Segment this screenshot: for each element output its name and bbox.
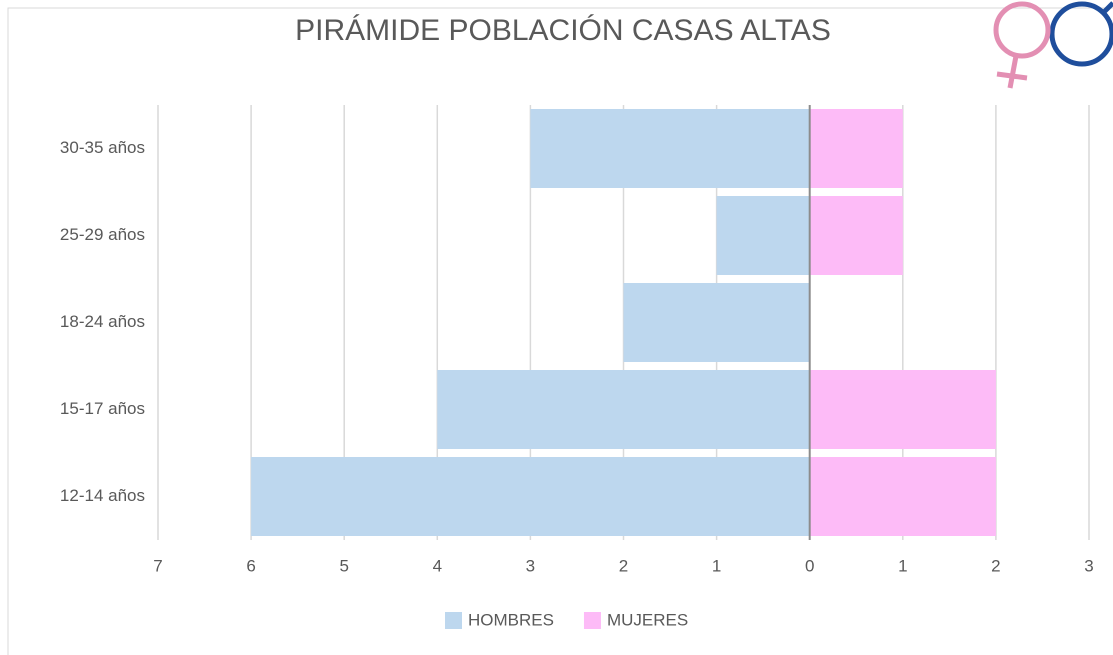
- bar: [530, 109, 810, 188]
- gender-icon: [993, 1, 1113, 89]
- x-tick-label: 5: [339, 556, 348, 575]
- x-tick-label: 0: [805, 556, 814, 575]
- y-tick-label: 25-29 años: [60, 225, 145, 244]
- chart-border: [7, 7, 1113, 655]
- x-tick-label: 3: [526, 556, 535, 575]
- bar: [623, 283, 810, 362]
- bar: [251, 457, 810, 536]
- x-tick-label: 1: [898, 556, 907, 575]
- legend-label: MUJERES: [607, 610, 688, 629]
- bar: [437, 370, 810, 449]
- bar: [809, 370, 996, 449]
- bar: [809, 196, 903, 275]
- x-tick-label: 4: [433, 556, 442, 575]
- x-tick-label: 7: [153, 556, 162, 575]
- bar: [809, 109, 903, 188]
- bar: [809, 457, 996, 536]
- bar: [716, 196, 810, 275]
- y-tick-label: 12-14 años: [60, 486, 145, 505]
- y-tick-label: 18-24 años: [60, 312, 145, 331]
- x-tick-label: 2: [991, 556, 1000, 575]
- x-tick-label: 1: [712, 556, 721, 575]
- chart-title: PIRÁMIDE POBLACIÓN CASAS ALTAS: [295, 14, 831, 47]
- legend-swatch: [583, 612, 601, 629]
- x-tick-label: 3: [1084, 556, 1093, 575]
- y-tick-label: 30-35 años: [60, 138, 145, 157]
- x-tick-label: 6: [246, 556, 255, 575]
- legend-label: HOMBRES: [468, 610, 554, 629]
- legend-swatch: [445, 612, 462, 629]
- y-tick-label: 15-17 años: [60, 399, 145, 418]
- x-tick-label: 2: [619, 556, 628, 575]
